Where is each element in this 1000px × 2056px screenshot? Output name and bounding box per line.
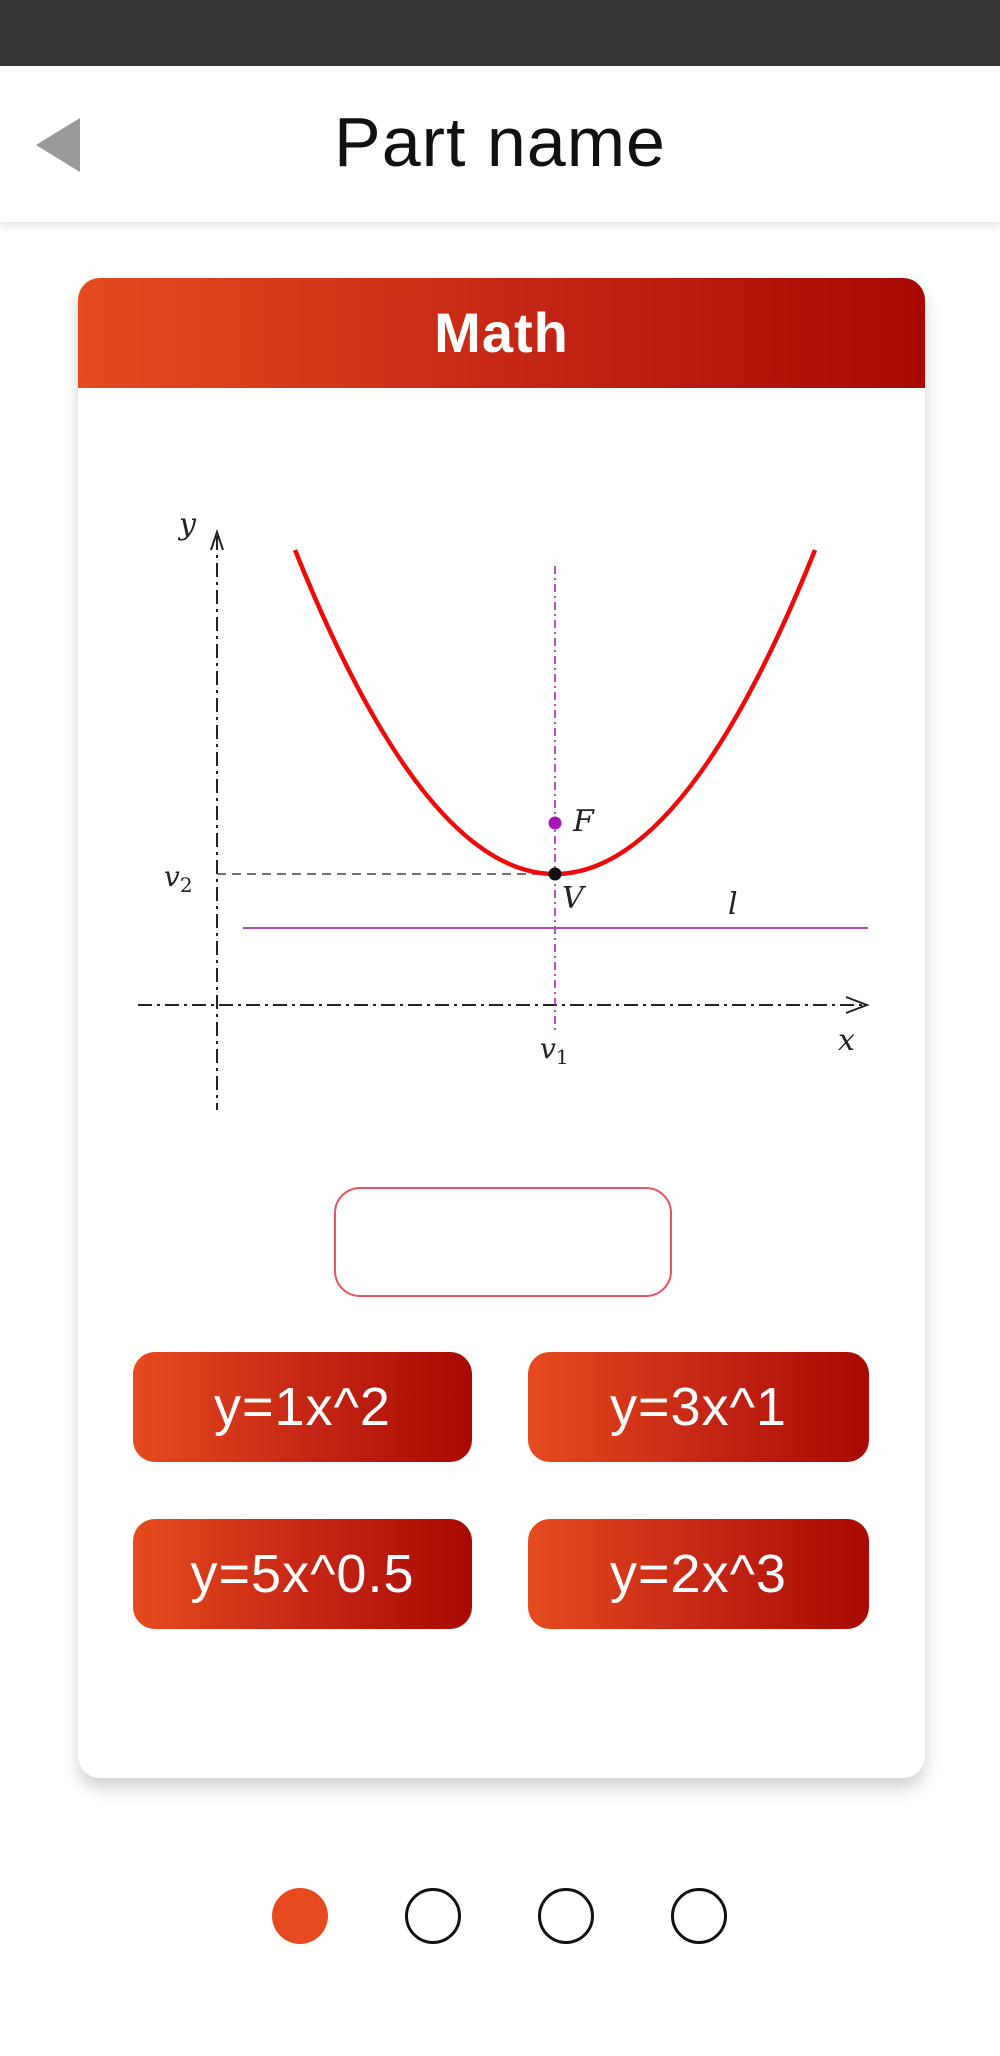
focus-label: F — [572, 804, 595, 839]
x-axis-label: x — [838, 1023, 855, 1058]
page-dot-2[interactable] — [405, 1888, 461, 1944]
back-arrow-icon — [36, 118, 80, 172]
card-title: Math — [434, 301, 569, 364]
directrix-label: l — [728, 887, 738, 922]
y-axis-arrow — [210, 528, 224, 551]
option-button-2[interactable]: y=3x^1 — [528, 1352, 869, 1462]
focus-point — [548, 816, 562, 830]
option-button-4[interactable]: y=2x^3 — [528, 1519, 869, 1629]
y-axis-label: y — [177, 507, 197, 542]
x-axis-arrow — [845, 996, 870, 1014]
pagination-dots — [0, 1888, 1000, 1944]
option-button-3[interactable]: y=5x^0.5 — [133, 1519, 472, 1629]
app-bar: Part name — [0, 66, 1000, 222]
parabola-graph: y x F V l v2 v1 — [138, 507, 870, 1110]
page-dot-1[interactable] — [272, 1888, 328, 1944]
page-title: Part name — [334, 103, 666, 181]
v2-label: v2 — [164, 860, 193, 897]
page-dot-3[interactable] — [538, 1888, 594, 1944]
question-card: Math y x F V l v2 v1 y=1x^2 y=3x^1 y=5x^… — [78, 278, 925, 1778]
vertex-label: V — [562, 881, 587, 916]
page-dot-4[interactable] — [671, 1888, 727, 1944]
status-bar — [0, 0, 1000, 66]
vertex-point — [548, 867, 562, 881]
answer-input[interactable] — [334, 1187, 672, 1297]
option-button-1[interactable]: y=1x^2 — [133, 1352, 472, 1462]
back-button[interactable] — [30, 110, 90, 180]
v1-label: v1 — [540, 1032, 569, 1069]
card-header: Math — [78, 278, 925, 388]
